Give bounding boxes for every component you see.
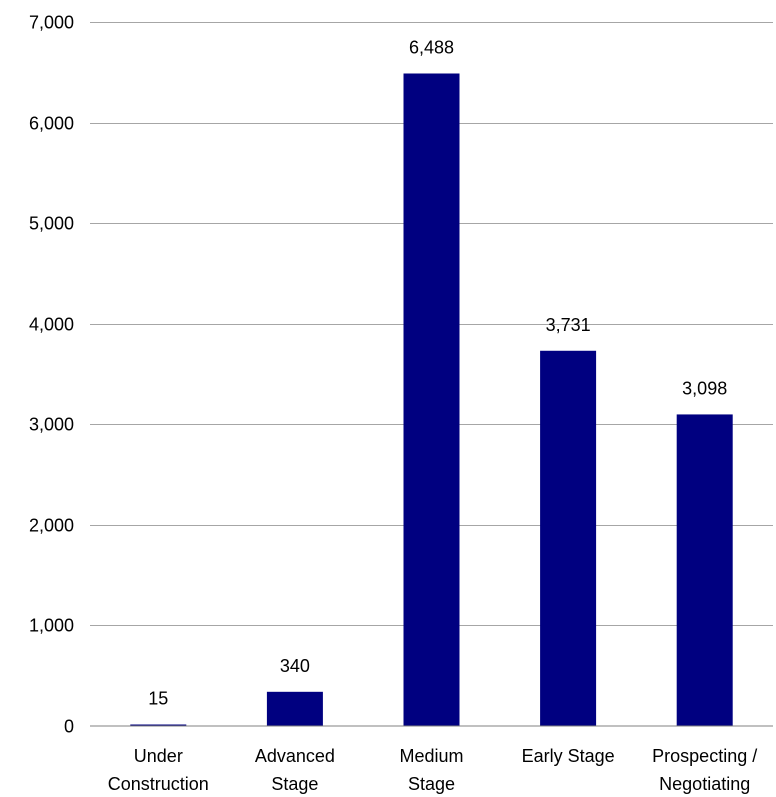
bar <box>540 350 597 726</box>
category-label-line: Early Stage <box>522 746 615 766</box>
category-label: Under Construction <box>108 746 209 794</box>
data-label: 6,488 <box>409 37 454 57</box>
category-label-line: Construction <box>108 774 209 794</box>
data-label: 3,731 <box>546 315 591 335</box>
y-tick-label: 5,000 <box>29 214 74 234</box>
bar <box>266 691 323 726</box>
y-tick-label: 4,000 <box>29 315 74 335</box>
y-tick-label: 1,000 <box>29 616 74 636</box>
category-label-line: Negotiating <box>659 774 750 794</box>
x-axis-category-labels: Under Construction Advanced Stage Medium Stag… <box>108 746 757 794</box>
bars <box>130 73 733 727</box>
category-label: Advanced Stage <box>255 746 335 794</box>
y-tick-label: 2,000 <box>29 516 74 536</box>
category-label-line: Under <box>134 746 183 766</box>
category-label: Prospecting / Negotiating <box>652 746 757 794</box>
category-label-line: Advanced <box>255 746 335 766</box>
data-label: 340 <box>280 656 310 676</box>
data-labels: 15 340 6,488 3,731 3,098 <box>148 37 727 708</box>
category-label-line: Prospecting / <box>652 746 757 766</box>
category-label: Early Stage <box>522 746 615 766</box>
bar <box>403 73 460 727</box>
y-axis-tick-labels: 0 1,000 2,000 3,000 4,000 5,000 6,000 7,000 <box>29 13 74 737</box>
y-tick-label: 7,000 <box>29 13 74 33</box>
category-label-line: Stage <box>271 774 318 794</box>
bar <box>676 414 733 726</box>
category-label-line: Stage <box>408 774 455 794</box>
category-label-line: Medium <box>399 746 463 766</box>
y-tick-label: 6,000 <box>29 114 74 134</box>
y-tick-label: 3,000 <box>29 415 74 435</box>
data-label: 3,098 <box>682 378 727 398</box>
category-label: Medium Stage <box>399 746 463 794</box>
bar <box>130 724 187 726</box>
data-label: 15 <box>148 688 168 708</box>
y-tick-label: 0 <box>64 717 74 737</box>
